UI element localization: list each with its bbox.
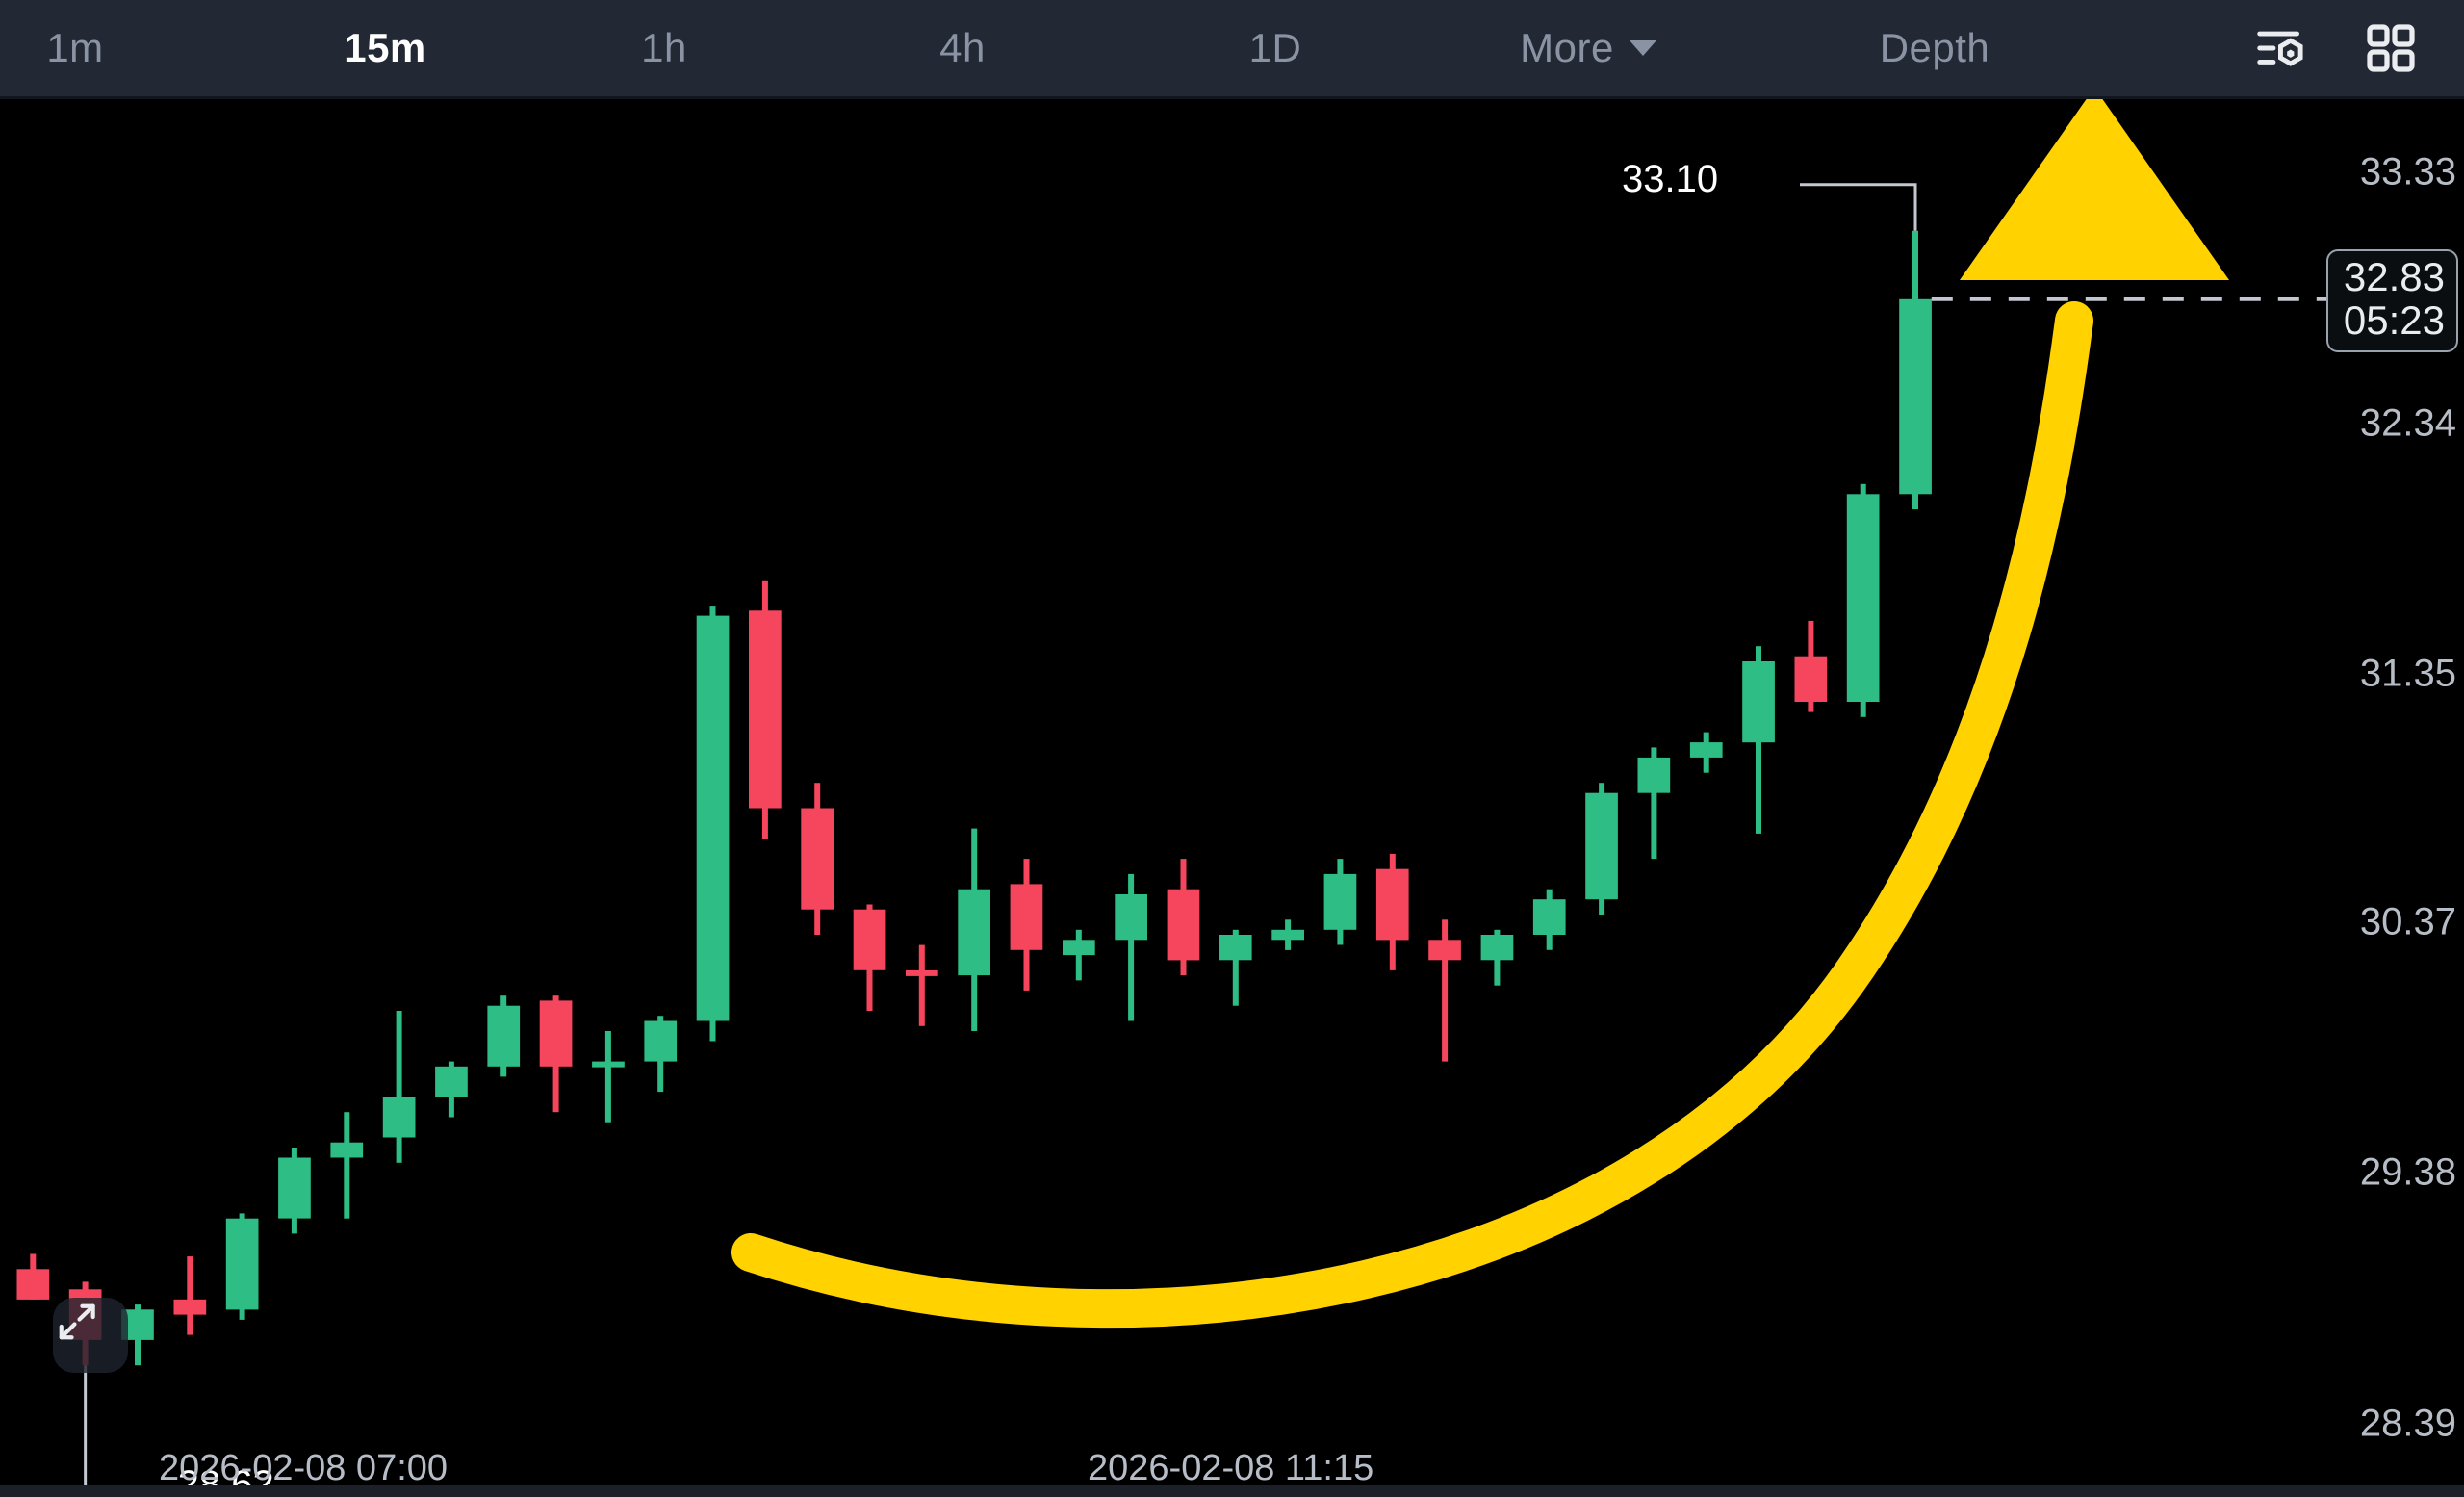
candlestick-chart[interactable]: 33.33 32.34 31.35 30.37 29.38 28.39 33.10 28.6…	[0, 99, 2464, 1497]
candle	[278, 1148, 311, 1234]
candle	[1063, 929, 1095, 981]
candle	[1323, 859, 1357, 945]
timeframe-1h[interactable]: 1h	[641, 25, 687, 70]
candle	[382, 1011, 416, 1163]
candle	[16, 1253, 50, 1300]
candle	[1010, 859, 1043, 991]
chart-canvas	[16, 99, 2339, 1490]
current-price-badge[interactable]: 32.83 05:23	[2325, 248, 2458, 352]
indicator-settings-icon[interactable]	[2252, 18, 2312, 78]
timeframe-1d[interactable]: 1D	[1248, 25, 1302, 70]
candle	[1742, 646, 1775, 834]
candle	[958, 828, 990, 1031]
timeframe-4h[interactable]: 4h	[939, 25, 986, 70]
candle	[1167, 859, 1200, 976]
current-price-value: 32.83	[2343, 253, 2445, 299]
price-axis-label: 30.37	[2359, 900, 2456, 943]
toolbar-divider	[0, 96, 2464, 99]
time-axis-label: 2026-02-08 11:15	[1088, 1448, 1374, 1488]
curved-up-arrow-annotation	[732, 99, 2229, 1329]
candle	[749, 580, 782, 839]
chevron-down-icon	[1629, 40, 1656, 56]
low-marker-line	[84, 1365, 170, 1490]
candle	[906, 944, 938, 1026]
price-axis-label: 32.34	[2359, 401, 2456, 445]
candle	[1428, 919, 1461, 1062]
timeframe-1m[interactable]: 1m	[46, 25, 104, 70]
expand-arrows-icon	[59, 1303, 95, 1340]
grid-layout-icon[interactable]	[2362, 19, 2420, 77]
candle	[173, 1256, 207, 1335]
candle	[1846, 483, 1880, 717]
price-axis-label: 28.39	[2359, 1402, 2456, 1445]
price-axis-label: 31.35	[2359, 652, 2456, 695]
candle-countdown: 05:23	[2343, 297, 2445, 344]
timeframe-15m[interactable]: 15m	[344, 25, 426, 70]
high-marker-line	[1800, 183, 1917, 231]
candle	[801, 783, 834, 935]
timeframe-toolbar: 1m 15m 1h 4h 1D More Depth	[0, 0, 2464, 96]
candle	[1480, 929, 1514, 986]
candle	[1271, 919, 1304, 950]
bottom-scroll-bar[interactable]	[0, 1485, 2464, 1497]
toolbar-icon-group	[2252, 0, 2464, 96]
candle	[1532, 889, 1566, 950]
candle	[1375, 853, 1409, 970]
candle	[644, 1016, 678, 1093]
price-axis-label: 33.33	[2359, 150, 2456, 194]
timeframe-depth[interactable]: Depth	[1879, 25, 1990, 70]
candle	[225, 1213, 259, 1320]
candle	[330, 1112, 364, 1219]
candle	[1585, 783, 1618, 915]
time-axis-label: 2026-02-08 07:00	[159, 1448, 449, 1488]
timeframe-label: More	[1520, 25, 1614, 70]
candle	[853, 904, 886, 1011]
candle	[1689, 732, 1723, 773]
timeframe-more[interactable]: More	[1473, 25, 1704, 71]
candle	[1794, 620, 1828, 712]
candle	[487, 995, 521, 1077]
high-price-marker: 33.10	[1622, 157, 1719, 200]
fullscreen-button[interactable]	[53, 1298, 128, 1373]
candle	[696, 606, 730, 1042]
candle	[1115, 873, 1147, 1021]
candle	[1219, 929, 1252, 1006]
candle	[1637, 747, 1671, 860]
candle	[539, 995, 573, 1113]
candle	[435, 1061, 468, 1118]
candle	[592, 1031, 625, 1123]
candle	[1899, 230, 1932, 510]
price-axis-label: 29.38	[2359, 1150, 2456, 1194]
